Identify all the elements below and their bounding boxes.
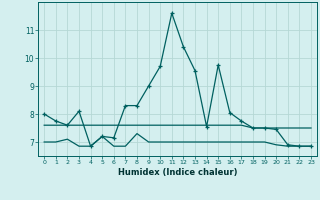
X-axis label: Humidex (Indice chaleur): Humidex (Indice chaleur) (118, 168, 237, 177)
